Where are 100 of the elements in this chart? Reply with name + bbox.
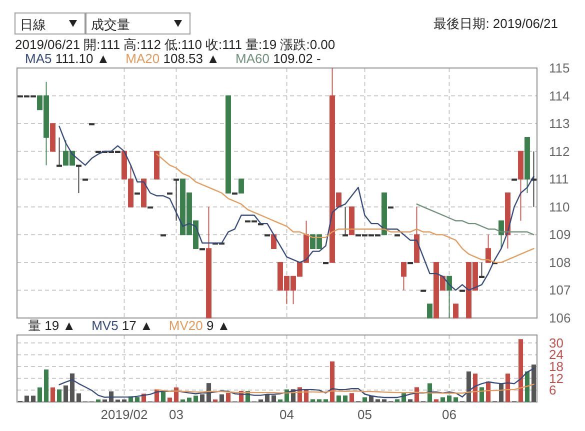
- text: MA20 108.53 ▲: [126, 51, 220, 66]
- bar: [349, 393, 354, 402]
- bar: [160, 392, 166, 402]
- bar: [264, 394, 270, 402]
- line-series: [58, 368, 534, 398]
- candlestick: [154, 150, 160, 180]
- text: 2019/06/21 開:111 高:112 低:110 收:111 量:19 漲跌:0.00: [15, 37, 336, 52]
- bar: [375, 399, 380, 402]
- bar: [524, 371, 530, 402]
- candlestick: [388, 206, 394, 209]
- candlestick: [226, 95, 231, 194]
- bar: [96, 399, 101, 402]
- bar: [258, 399, 264, 402]
- candlestick: [518, 150, 524, 222]
- line-series: [416, 204, 534, 236]
- candlestick: [50, 123, 56, 152]
- bar: [434, 399, 439, 402]
- candlestick: [505, 192, 510, 250]
- candlestick: [427, 304, 432, 318]
- candlestick: [323, 262, 328, 264]
- x-tick-label: 05: [358, 407, 372, 422]
- bar: [56, 389, 62, 402]
- candlestick: [141, 178, 146, 208]
- text: 日線: [20, 17, 46, 32]
- candlestick: [531, 150, 536, 208]
- candlestick: [271, 234, 276, 250]
- bar: [50, 387, 56, 402]
- bar: [180, 399, 186, 402]
- candlestick: [498, 220, 504, 250]
- bar: [70, 373, 75, 402]
- bar: [323, 399, 328, 402]
- bar: [167, 398, 172, 402]
- text: MA60 109.02 -: [236, 51, 321, 66]
- bar: [310, 399, 316, 402]
- bar: [362, 397, 368, 402]
- bar: [278, 399, 283, 402]
- candlestick: [453, 304, 458, 318]
- text: MV20 9 ▲: [168, 318, 230, 333]
- y-tick-label: 112: [549, 144, 570, 159]
- line-series: [156, 384, 534, 394]
- bar: [518, 339, 524, 402]
- bar: [336, 395, 342, 402]
- candlestick: [486, 234, 491, 263]
- bar: [394, 399, 400, 402]
- bar: [408, 399, 413, 402]
- y-tick-label: 115: [549, 60, 570, 76]
- text: MA5 111.10 ▲: [25, 51, 110, 66]
- bar: [440, 397, 446, 402]
- y-tick-label: 107: [549, 282, 571, 298]
- bar: [446, 395, 452, 402]
- bar: [226, 392, 231, 402]
- candlestick: [524, 136, 530, 194]
- bar: [330, 361, 335, 402]
- bar: [219, 394, 224, 402]
- bar: [479, 387, 484, 402]
- candlestick: [342, 206, 348, 236]
- bar: [63, 385, 68, 402]
- bar: [186, 398, 192, 402]
- bar: [193, 396, 198, 402]
- bar: [505, 374, 510, 402]
- candlestick: [56, 136, 62, 167]
- bar: [466, 371, 472, 402]
- y-tick-label: 114: [549, 88, 570, 104]
- bar: [531, 364, 536, 402]
- y-tick-label: 106: [549, 310, 571, 326]
- candlestick: [76, 164, 82, 194]
- text: 最後日期: 2019/06/21: [434, 16, 558, 31]
- x-tick-label: 2019/02: [100, 407, 148, 422]
- candlestick: [349, 206, 354, 236]
- candlestick: [414, 206, 420, 263]
- y-tick-label: 108: [549, 254, 571, 270]
- candlestick: [148, 206, 153, 209]
- bar: [30, 396, 36, 402]
- candlestick: [382, 192, 387, 236]
- x-tick-label: 04: [280, 407, 294, 422]
- bar: [134, 397, 140, 402]
- bar: [44, 369, 49, 402]
- bar: [37, 387, 42, 402]
- candlestick: [446, 276, 452, 318]
- bar: [212, 399, 218, 402]
- y-tick-label: 109: [549, 227, 571, 242]
- line-series: [156, 154, 534, 264]
- bar: [382, 399, 387, 402]
- text: MV5 17 ▲: [92, 318, 153, 333]
- bar: [24, 396, 30, 402]
- candlestick: [206, 206, 212, 318]
- bar: [76, 393, 82, 402]
- bar: [174, 387, 179, 402]
- text: 量 19 ▲: [28, 318, 76, 333]
- bar: [102, 399, 108, 402]
- x-tick-label: 06: [442, 407, 456, 422]
- candlestick: [401, 262, 406, 291]
- bar: [342, 395, 348, 402]
- y-tick-label: 111: [549, 172, 569, 187]
- candlestick: [238, 178, 244, 194]
- candlestick: [479, 262, 484, 278]
- bar: [271, 395, 276, 402]
- y-tick-label: 113: [549, 116, 570, 132]
- line-series: [58, 126, 534, 291]
- bar: [122, 399, 127, 402]
